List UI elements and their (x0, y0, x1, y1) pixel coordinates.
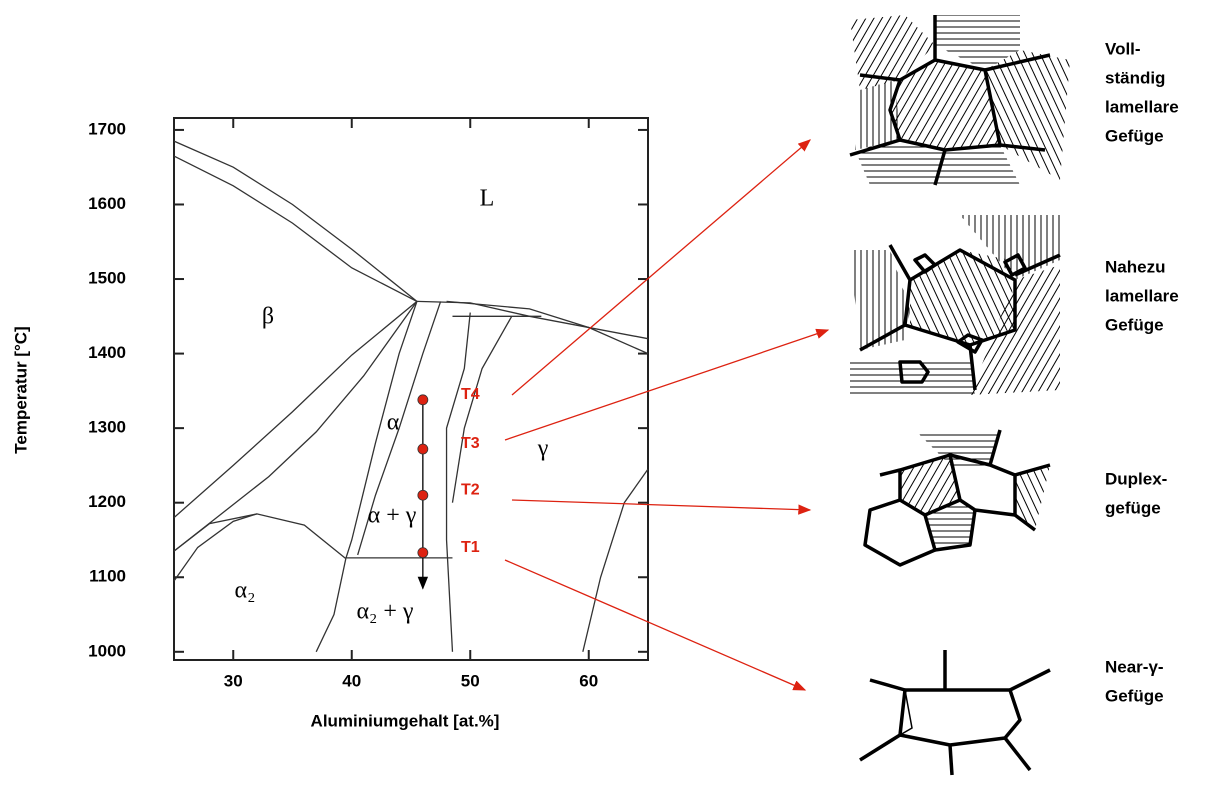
temperature-label: T1 (461, 539, 480, 556)
microstructure-label: Gefüge (1105, 126, 1164, 145)
microstructure-label: gefüge (1105, 498, 1161, 517)
microstructure-label: lamellare (1105, 97, 1179, 116)
temperature-label: T3 (461, 435, 480, 452)
phase-label: α₂ + γ (356, 599, 413, 625)
phase-label: α (387, 410, 400, 436)
phase-label: L (480, 186, 495, 212)
phase-boundary (174, 301, 417, 517)
phase-boundary (174, 141, 417, 301)
phase-boundary (452, 316, 511, 502)
temperature-point (418, 548, 428, 558)
microstructure-labels: Voll-ständig lamellare Gefüge Nahezu lamella… (1105, 39, 1179, 705)
y-tick-label: 1400 (88, 343, 126, 362)
phase-boundary (174, 514, 257, 581)
phase-label: γ (537, 436, 549, 462)
microstructure-sketch (865, 430, 1050, 565)
temperature-point (418, 444, 428, 454)
y-tick-label: 1100 (89, 567, 126, 586)
phase-boundary (447, 301, 648, 353)
microstructure-sketch (850, 15, 1070, 185)
y-tick-label: 1000 (88, 641, 126, 660)
temperature-point (418, 490, 428, 500)
microstructure-sketch (850, 215, 1060, 395)
microstructure-label: Voll- (1105, 39, 1141, 58)
phase-label: α₂ (235, 578, 256, 604)
microstructure-label: Gefüge (1105, 315, 1164, 334)
microstructure-label: Nahezu (1105, 257, 1165, 276)
x-tick-label: 50 (461, 671, 480, 690)
connectors (505, 140, 828, 690)
temperature-label: T4 (461, 386, 480, 403)
x-tick-label: 40 (342, 671, 361, 690)
y-tick-label: 1200 (88, 492, 126, 511)
x-tick-label: 30 (224, 671, 243, 690)
microstructure-label: lamellare (1105, 286, 1179, 305)
temperature-point (418, 395, 428, 405)
phase-boundary (583, 469, 648, 652)
microstructure-label: Gefüge (1105, 686, 1164, 705)
microstructure-label: Near-γ- (1105, 657, 1164, 676)
microstructure-sketch (860, 650, 1050, 775)
x-axis-label: Aluminiumgehalt [at.%] (311, 711, 500, 730)
y-axis-label: Temperatur [°C] (11, 326, 30, 453)
temperature-label: T2 (461, 481, 480, 498)
page: 30 40 50 60 1000 1100 1200 1300 1400 1500 1600 1700… (0, 0, 1218, 801)
y-tick-label: 1300 (88, 418, 126, 437)
y-tick-label: 1700 (88, 119, 126, 138)
phase-boundary (316, 559, 346, 652)
x-tick-label: 60 (579, 671, 598, 690)
y-tick-label: 1500 (88, 269, 126, 288)
microstructure-label: ständig (1105, 68, 1165, 87)
phase-boundary (417, 301, 648, 338)
phase-label: β (262, 304, 274, 330)
phase-boundary (174, 514, 346, 559)
microstructure-label: Duplex- (1105, 469, 1167, 488)
phase-boundary (174, 156, 417, 301)
y-tick-label: 1600 (88, 194, 126, 213)
phase-label: α + γ (368, 503, 417, 529)
